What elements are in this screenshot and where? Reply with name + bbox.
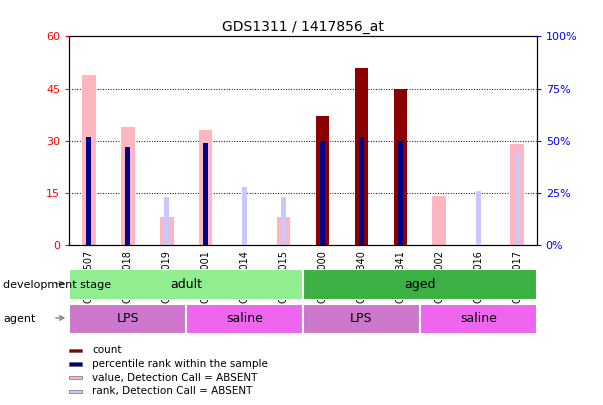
Text: percentile rank within the sample: percentile rank within the sample <box>92 359 268 369</box>
Bar <box>69 269 303 300</box>
Text: count: count <box>92 345 122 356</box>
Bar <box>165 197 169 245</box>
Bar <box>160 217 174 245</box>
Text: rank, Detection Call = ABSENT: rank, Detection Call = ABSENT <box>92 386 253 396</box>
Bar <box>303 304 420 334</box>
Bar <box>320 141 325 245</box>
Bar <box>398 141 403 245</box>
Text: agent: agent <box>3 314 36 324</box>
Text: adult: adult <box>170 278 202 291</box>
Text: value, Detection Call = ABSENT: value, Detection Call = ABSENT <box>92 373 258 383</box>
Bar <box>203 143 208 245</box>
Bar <box>121 127 134 245</box>
Bar <box>510 144 524 245</box>
Bar <box>394 89 407 245</box>
Bar <box>432 196 446 245</box>
Text: LPS: LPS <box>116 312 139 326</box>
Bar <box>69 304 186 334</box>
Text: LPS: LPS <box>350 312 373 326</box>
Text: saline: saline <box>226 312 263 326</box>
Bar <box>86 136 91 245</box>
Bar <box>69 390 82 393</box>
Bar <box>69 362 82 366</box>
Title: GDS1311 / 1417856_at: GDS1311 / 1417856_at <box>222 20 384 34</box>
Bar <box>69 376 82 379</box>
Bar <box>420 304 537 334</box>
Bar <box>281 197 286 245</box>
Bar <box>355 68 368 245</box>
Bar <box>476 191 481 245</box>
Bar <box>125 147 130 245</box>
Bar <box>315 116 329 245</box>
Text: saline: saline <box>460 312 497 326</box>
Text: development stage: development stage <box>3 279 111 290</box>
Bar <box>69 349 82 352</box>
Bar <box>82 75 96 245</box>
Bar <box>242 187 247 245</box>
Bar <box>199 130 212 245</box>
Bar <box>515 151 520 245</box>
Bar <box>359 136 364 245</box>
Bar <box>277 217 291 245</box>
Bar <box>303 269 537 300</box>
Bar <box>186 304 303 334</box>
Text: aged: aged <box>404 278 435 291</box>
